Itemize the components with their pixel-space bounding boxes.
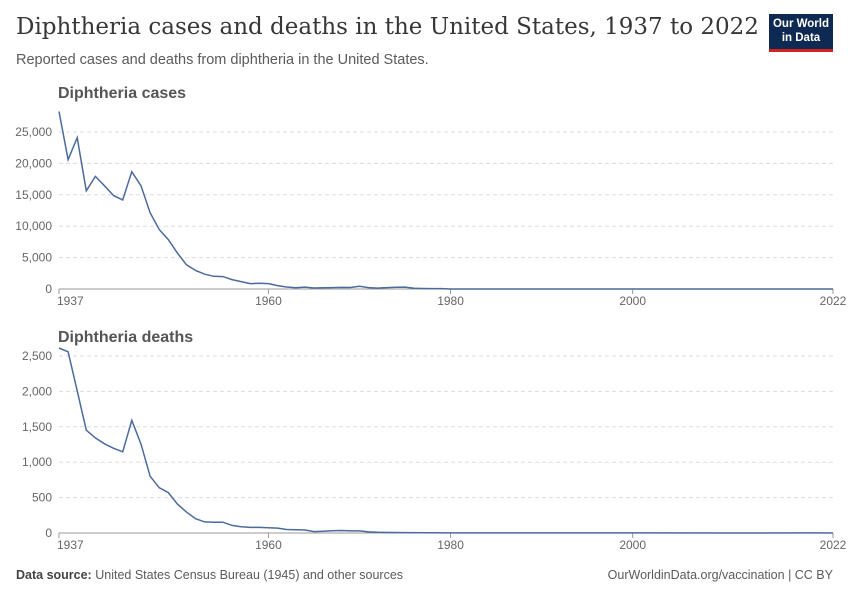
x-tick-label: 2022 [820, 538, 847, 552]
y-tick-label: 25,000 [15, 125, 52, 139]
owid-logo[interactable]: Our World in Data [769, 14, 833, 52]
y-tick-label: 1,500 [22, 420, 52, 434]
chart-panel-0: Diphtheria cases 0 5,000 10,000 15,000 20,000… [15, 85, 846, 308]
x-tick-label: 1980 [437, 538, 464, 552]
panel-title: Diphtheria cases [58, 85, 186, 102]
y-tick-label: 20,000 [15, 156, 52, 170]
chart-title: Diphtheria cases and deaths in the Unite… [16, 14, 759, 40]
y-tick-label: 1,000 [22, 455, 52, 469]
x-tick-label: 2000 [619, 294, 646, 308]
chart-subtitle: Reported cases and deaths from diphtheri… [16, 52, 429, 68]
source-label: Data source: [16, 568, 92, 582]
chart-panel-1: Diphtheria deaths 0 500 1,000 1,500 2,000 2,50… [22, 329, 847, 552]
y-tick-label: 0 [45, 526, 52, 540]
x-tick-label: 1937 [57, 294, 84, 308]
x-tick-label: 2000 [619, 538, 646, 552]
y-tick-label: 2,000 [22, 384, 52, 398]
series-line[interactable] [58, 111, 833, 290]
credit-link[interactable]: OurWorldinData.org/vaccination | CC BY [607, 568, 833, 582]
y-tick-label: 5,000 [22, 251, 52, 265]
x-tick-label: 1937 [57, 538, 84, 552]
x-tick-label: 1960 [255, 294, 282, 308]
x-tick-label: 1960 [255, 538, 282, 552]
y-tick-label: 10,000 [15, 219, 52, 233]
y-tick-label: 500 [32, 491, 52, 505]
data-source: Data source: United States Census Bureau… [16, 568, 403, 582]
series-line[interactable] [58, 347, 834, 534]
x-tick-label: 2022 [820, 294, 847, 308]
y-tick-label: 15,000 [15, 188, 52, 202]
source-text: United States Census Bureau (1945) and o… [95, 568, 404, 582]
panel-title: Diphtheria deaths [58, 329, 193, 346]
y-tick-label: 2,500 [22, 349, 52, 363]
x-tick-label: 1980 [437, 294, 464, 308]
y-tick-label: 0 [45, 282, 52, 296]
